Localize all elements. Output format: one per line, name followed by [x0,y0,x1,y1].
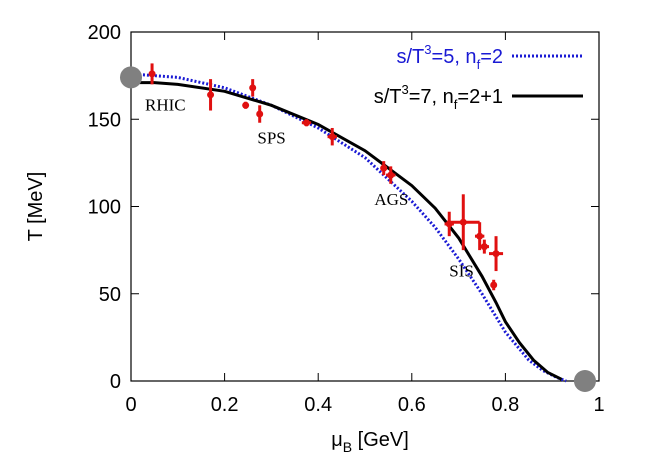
y-tick-label: 200 [88,22,121,44]
annotation-ags: AGS [374,190,408,209]
data-point [256,110,264,118]
x-tick-label: 0.2 [211,394,239,416]
data-point [303,119,310,127]
x-axis-title-subscript: B [343,439,352,455]
legend-label-1: s/T3=5, nf=2 [397,42,504,72]
data-point [242,101,250,109]
legend-text-part: =5, n [432,46,477,68]
x-axis-title: μB [GeV] [331,429,409,455]
annotations: RHIC SPS AGS SIS [145,96,474,281]
y-axis-title: T [MeV] [25,172,47,242]
x-axis-title-unit: [GeV] [352,429,409,451]
data-point [387,171,395,179]
legend-subscript: f [454,97,458,112]
annotation-sis: SIS [449,261,474,280]
legend-text-part: =2 [480,46,503,68]
axis-titles: μB [GeV] T [MeV] [25,172,409,455]
series-line-1 [130,72,567,383]
axis-ticks [130,31,600,382]
y-tick-label: 100 [88,197,121,219]
data-point [490,281,498,289]
x-tick-label: 0 [125,394,136,416]
plot-border [130,31,600,382]
endpoint-marker [120,66,142,89]
legend-text-part: =2+1 [457,86,503,108]
data-point [148,70,156,78]
endpoint-markers [120,66,596,392]
legend-text-part: =7, n [409,86,454,108]
tick-labels: 0 0.2 0.4 0.6 0.8 1 0 50 100 150 200 [88,22,605,416]
data-point [380,164,388,172]
data-point [480,243,488,251]
legend-superscript: 3 [401,82,408,97]
annotation-sps: SPS [257,129,285,148]
data-point [207,91,215,99]
x-tick-label: 0.8 [491,394,519,416]
data-point [249,84,257,92]
data-point [476,232,484,240]
series-line-2 [131,81,563,381]
x-tick-label: 1 [593,394,604,416]
y-tick-label: 0 [110,371,121,393]
y-tick-label: 50 [99,284,121,306]
legend-superscript: 3 [424,42,431,57]
data-point [492,250,500,258]
data-point [328,133,336,141]
data-point [459,218,467,226]
plot-frame [130,31,600,382]
legend-subscript: f [477,57,481,72]
legend-label-2: s/T3=7, nf=2+1 [374,82,503,112]
y-tick-label: 150 [88,109,121,131]
x-axis-title-main: μ [331,429,343,451]
endpoint-marker [573,370,596,392]
legend-text-part: s/T [397,46,425,68]
curves [130,72,567,383]
x-tick-label: 0.4 [304,394,332,416]
legend: s/T3=5, nf=2s/T3=7, nf=2+1 [374,42,583,112]
legend-text-part: s/T [374,86,402,108]
freezeout-points [148,63,504,291]
annotation-rhic: RHIC [145,96,186,115]
x-tick-label: 0.6 [398,394,426,416]
